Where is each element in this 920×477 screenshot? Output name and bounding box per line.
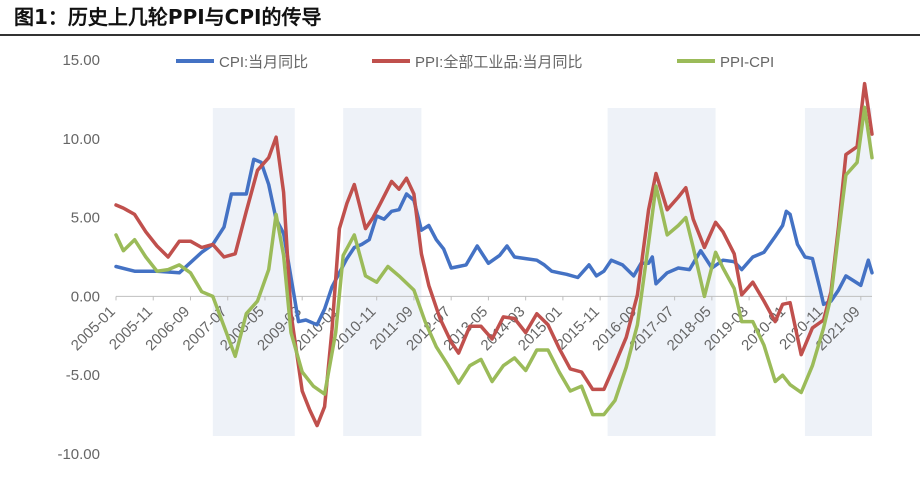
series-line-1 xyxy=(114,157,874,327)
y-tick-label: -10.00 xyxy=(57,446,100,463)
y-tick-label: -5.00 xyxy=(66,367,100,384)
y-tick-label: 15.00 xyxy=(62,52,100,69)
y-tick-label: 5.00 xyxy=(71,210,100,227)
legend-label-1: CPI:当月同比 xyxy=(219,54,308,71)
series-lines xyxy=(114,81,874,428)
y-axis: 15.00 10.00 5.00 0.00 -5.00 -10.00 xyxy=(57,52,100,463)
y-tick-label: 0.00 xyxy=(71,288,100,305)
series-line-3 xyxy=(114,105,874,417)
y-tick-label: 10.00 xyxy=(62,131,100,148)
legend-label-3: PPI-CPI xyxy=(720,54,774,71)
legend-label-2: PPI:全部工业品:当月同比 xyxy=(415,53,583,71)
legend: CPI:当月同比 PPI:全部工业品:当月同比 PPI-CPI xyxy=(176,53,774,71)
series-line-2 xyxy=(114,81,874,428)
chart-title: 图1：历史上几轮PPI与CPI的传导 xyxy=(0,0,920,36)
shaded-period-1 xyxy=(212,108,295,436)
